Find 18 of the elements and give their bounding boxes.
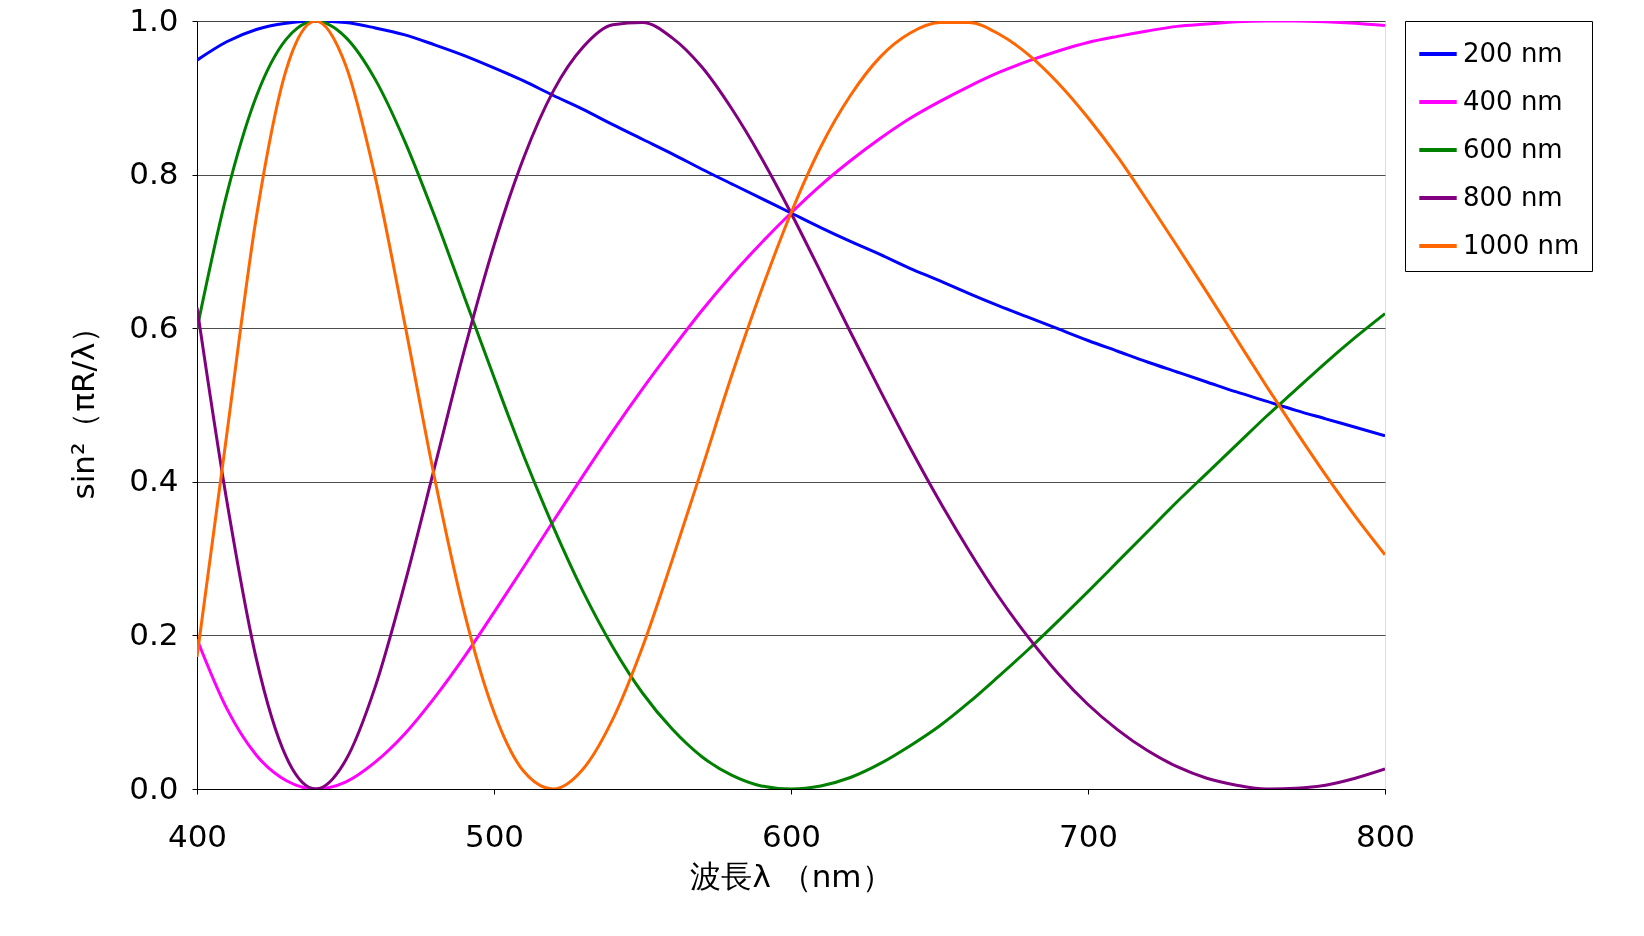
y-tick-label: 0.2 [129, 615, 179, 652]
x-tick-label: 600 [761, 817, 822, 854]
legend-label: 400 nm [1463, 86, 1563, 116]
y-tick-label: 0.6 [129, 308, 179, 345]
x-axis-title: 波長λ （nm） [690, 857, 893, 894]
legend-label: 800 nm [1463, 182, 1563, 212]
x-tick-label: 800 [1355, 817, 1416, 854]
y-tick-label: 1.0 [129, 1, 179, 38]
legend-label: 600 nm [1463, 134, 1563, 164]
y-tick-label: 0.4 [129, 462, 179, 499]
y-tick-label: 0.0 [129, 769, 179, 806]
legend-label: 200 nm [1463, 38, 1563, 68]
legend-label: 1000 nm [1463, 230, 1580, 260]
x-tick-label: 500 [464, 817, 525, 854]
x-tick-label: 400 [167, 817, 228, 854]
y-tick-label: 0.8 [129, 155, 179, 192]
x-tick-label: 700 [1058, 817, 1119, 854]
y-axis-title: sin²（πR/λ） [65, 311, 102, 500]
